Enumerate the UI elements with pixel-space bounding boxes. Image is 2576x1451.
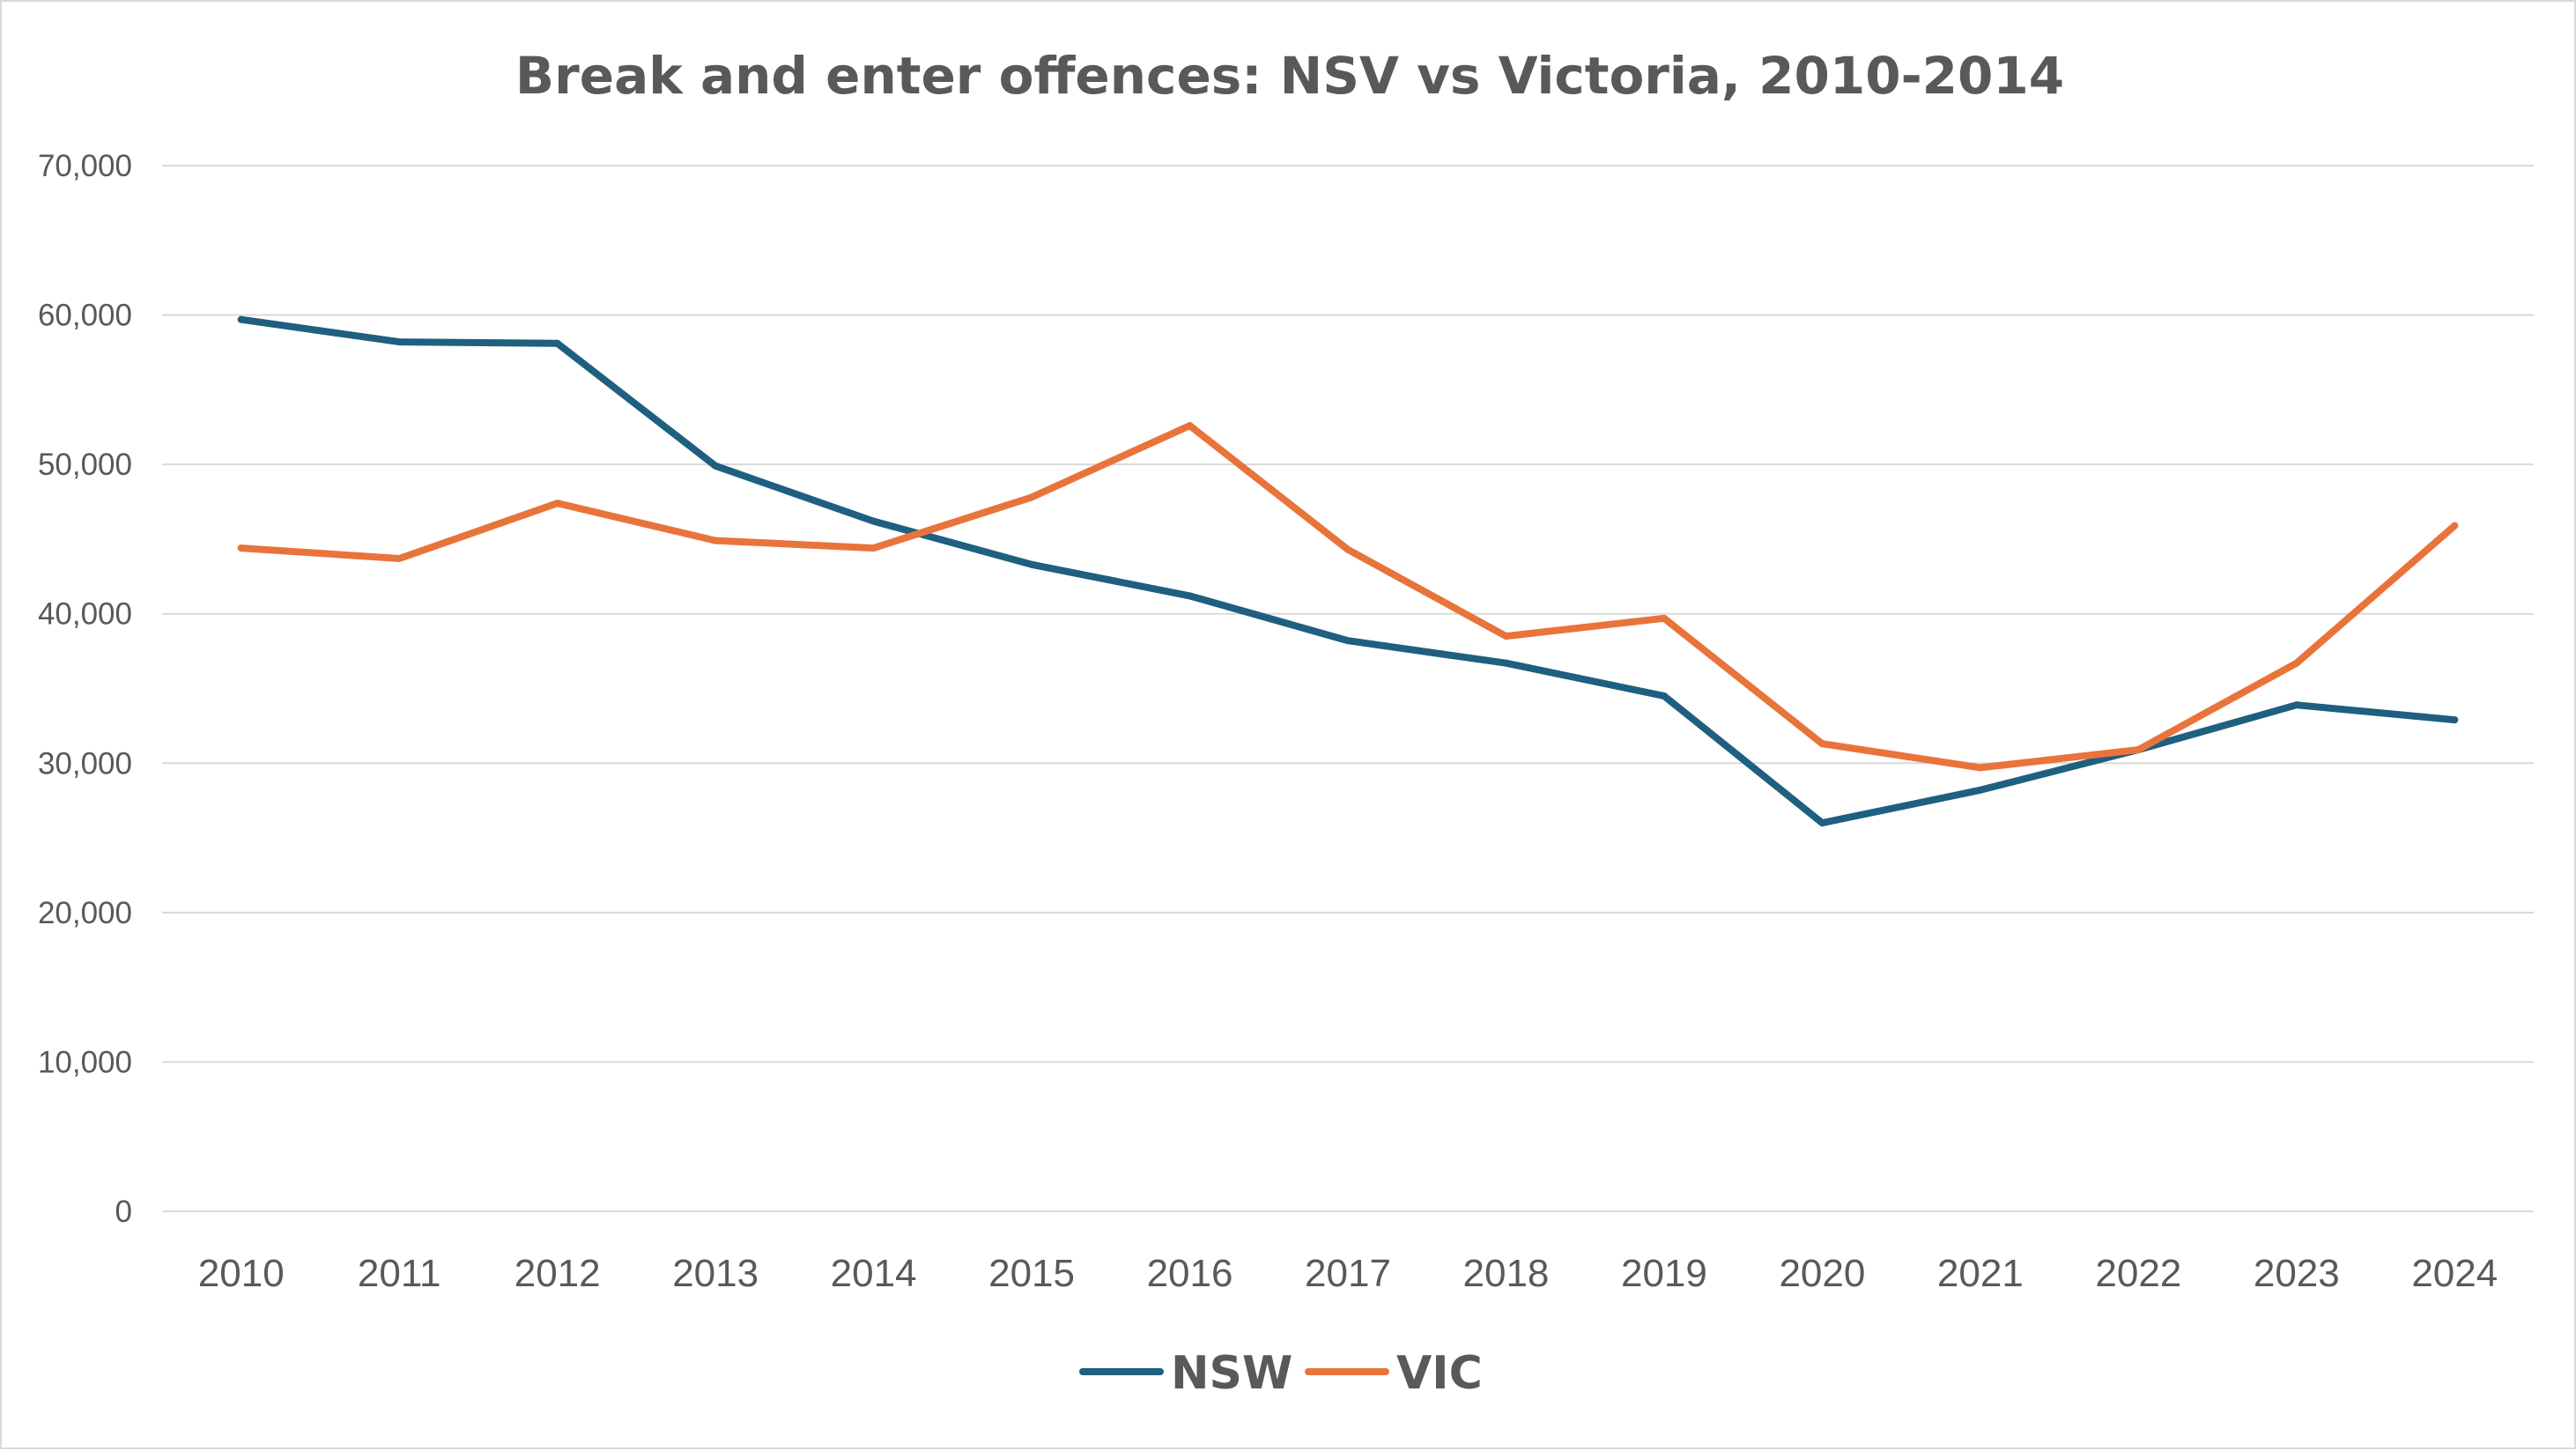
- x-tick-label: 2012: [514, 1252, 601, 1295]
- x-tick-label: 2023: [2254, 1252, 2340, 1295]
- data-point-vic: [870, 544, 877, 552]
- gridlines: [162, 165, 2534, 1212]
- data-point-nsw: [1344, 637, 1351, 645]
- data-point-nsw: [712, 462, 720, 470]
- x-tick-label: 2013: [672, 1252, 759, 1295]
- legend-item-nsw: NSW: [1079, 1347, 1292, 1400]
- data-point-vic: [1344, 545, 1351, 553]
- data-point-nsw: [237, 315, 245, 323]
- data-point-vic: [1976, 764, 1984, 772]
- data-point-vic: [2135, 746, 2143, 754]
- x-tick-label: 2021: [1937, 1252, 2024, 1295]
- data-point-vic: [553, 500, 561, 507]
- data-point-nsw: [1660, 692, 1668, 700]
- data-point-vic: [396, 554, 403, 562]
- y-tick-label: 0: [115, 1195, 132, 1229]
- y-tick-label: 10,000: [38, 1045, 132, 1079]
- data-point-nsw: [1502, 659, 1510, 667]
- x-tick-label: 2024: [2411, 1252, 2498, 1295]
- x-tick-label: 2019: [1621, 1252, 1707, 1295]
- y-tick-label: 70,000: [38, 149, 132, 183]
- y-axis-labels: 0 10,000 20,000 30,000 40,000 50,000 60,000 70,…: [38, 149, 132, 1229]
- data-point-nsw: [1028, 560, 1036, 568]
- y-tick-label: 50,000: [38, 448, 132, 482]
- data-point-nsw: [2292, 701, 2300, 709]
- data-point-vic: [1818, 740, 1826, 748]
- data-point-nsw: [1818, 819, 1826, 827]
- y-tick-label: 60,000: [38, 299, 132, 333]
- data-point-vic: [1660, 614, 1668, 622]
- series-nsw: [237, 315, 2459, 827]
- series-line-nsw: [237, 315, 2459, 827]
- x-tick-label: 2022: [2095, 1252, 2181, 1295]
- data-point-nsw: [870, 517, 877, 525]
- series-line-vic: [237, 422, 2459, 772]
- legend-label: VIC: [1396, 1347, 1483, 1400]
- series-vic: [237, 422, 2459, 772]
- y-tick-label: 20,000: [38, 896, 132, 930]
- data-point-vic: [1028, 493, 1036, 501]
- series-lines: [237, 315, 2459, 827]
- data-point-vic: [2292, 659, 2300, 667]
- x-tick-label: 2018: [1463, 1252, 1550, 1295]
- data-point-vic: [1502, 633, 1510, 640]
- x-tick-label: 2010: [198, 1252, 285, 1295]
- x-tick-label: 2016: [1147, 1252, 1233, 1295]
- data-point-vic: [237, 544, 245, 552]
- x-tick-label: 2017: [1305, 1252, 1391, 1295]
- data-point-nsw: [553, 339, 561, 347]
- x-axis-labels: 2010 2011 2012 2013 2014 2015 2016 2017 2018 2019…: [198, 1252, 2498, 1295]
- data-point-vic: [712, 537, 720, 544]
- x-tick-label: 2015: [988, 1252, 1075, 1295]
- y-tick-label: 30,000: [38, 746, 132, 781]
- legend-label: NSW: [1171, 1347, 1292, 1400]
- x-tick-label: 2011: [358, 1252, 441, 1295]
- legend: NSW VIC: [1079, 1347, 1483, 1400]
- x-tick-label: 2014: [831, 1252, 917, 1295]
- data-point-nsw: [1186, 592, 1194, 600]
- data-point-vic: [1186, 422, 1194, 430]
- y-tick-label: 40,000: [38, 597, 132, 632]
- data-point-nsw: [2451, 716, 2459, 724]
- legend-item-vic: VIC: [1305, 1347, 1483, 1400]
- x-tick-label: 2020: [1779, 1252, 1865, 1295]
- data-point-nsw: [1976, 786, 1984, 794]
- data-point-vic: [2451, 522, 2459, 529]
- chart-title: Break and enter offences: NSV vs Victori…: [515, 46, 2064, 106]
- data-point-nsw: [396, 338, 403, 346]
